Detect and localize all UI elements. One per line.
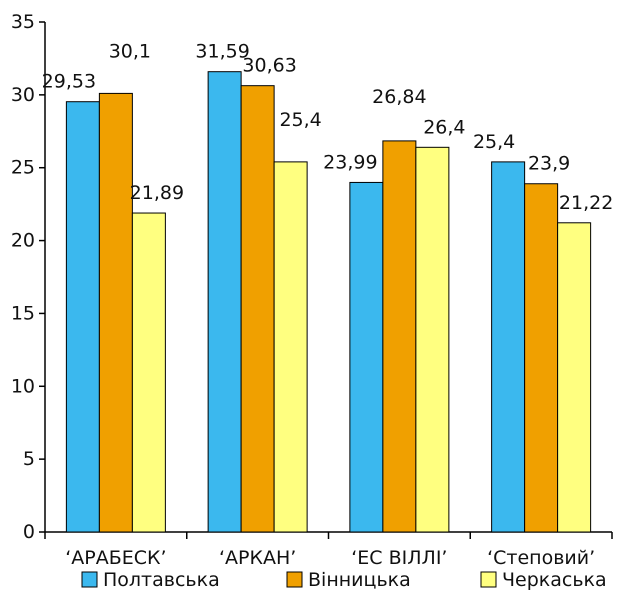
bar xyxy=(349,181,384,533)
data-label: 23,99 xyxy=(323,151,377,173)
data-label: 26,4 xyxy=(423,116,465,138)
bar xyxy=(524,183,559,533)
bar xyxy=(382,140,417,533)
data-label: 29,53 xyxy=(42,71,96,93)
data-label: 26,84 xyxy=(372,86,426,108)
bars xyxy=(65,71,592,533)
y-tick-label: 0 xyxy=(23,521,35,543)
data-labels: 29,5330,121,8931,5930,6325,423,9926,8426… xyxy=(42,40,614,213)
data-label: 21,22 xyxy=(559,192,613,214)
legend-swatch xyxy=(81,571,98,588)
y-tick-label: 30 xyxy=(11,84,35,106)
bar xyxy=(207,71,242,533)
y-tick-label: 20 xyxy=(11,230,35,252)
data-label: 31,59 xyxy=(195,41,249,63)
data-label: 23,9 xyxy=(528,153,570,175)
x-tick-label: ‘ЕС ВІЛЛІ’ xyxy=(351,547,447,569)
x-tick-label: ‘Степовий’ xyxy=(487,547,595,569)
y-tick-label: 15 xyxy=(11,302,35,324)
bar xyxy=(240,85,275,533)
bar xyxy=(415,146,450,533)
bar xyxy=(273,161,308,533)
y-tick-label: 5 xyxy=(23,448,35,470)
y-tick-label: 35 xyxy=(11,11,35,33)
data-label: 25,4 xyxy=(279,109,321,131)
data-label: 30,1 xyxy=(109,40,151,62)
legend-swatch xyxy=(480,571,497,588)
axes: 0 5 10 15 20 25 30 35 ‘АРАБЕСК’ ‘АРКАН’ ‘ЕС ВІЛЛІ’… xyxy=(11,11,613,569)
y-tick-label: 10 xyxy=(11,375,35,397)
bar xyxy=(491,161,526,533)
x-tick-label: ‘АРКАН’ xyxy=(219,547,296,569)
bar xyxy=(557,222,592,533)
y-tick-label: 25 xyxy=(11,157,35,179)
bar xyxy=(131,212,166,533)
data-label: 21,89 xyxy=(130,182,184,204)
bar xyxy=(98,92,133,533)
legend: Полтавська Вінницька Черкаська xyxy=(81,569,607,591)
bar xyxy=(65,101,100,533)
legend-label: Черкаська xyxy=(502,569,607,591)
legend-label: Вінницька xyxy=(308,569,411,591)
legend-label: Полтавська xyxy=(103,569,220,591)
x-tick-label: ‘АРАБЕСК’ xyxy=(65,547,166,569)
data-label: 25,4 xyxy=(473,131,515,153)
data-label: 30,63 xyxy=(242,55,296,77)
legend-swatch xyxy=(286,571,303,588)
